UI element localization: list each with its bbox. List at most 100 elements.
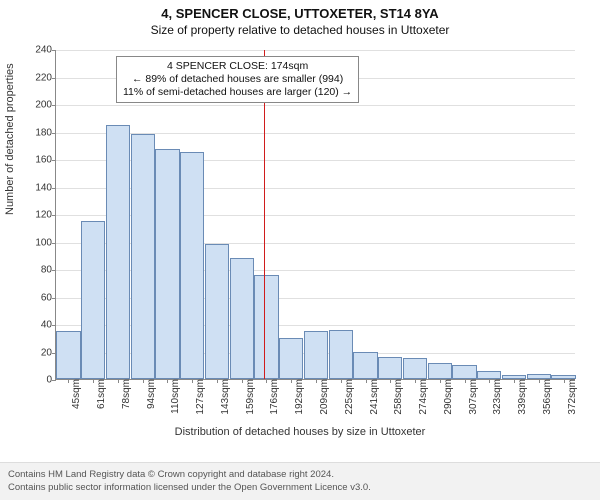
- x-tick: [366, 379, 367, 383]
- gridline: [56, 50, 575, 51]
- annotation-box: 4 SPENCER CLOSE: 174sqm ← 89% of detache…: [116, 56, 359, 103]
- x-tick: [539, 379, 540, 383]
- page-subtitle: Size of property relative to detached ho…: [0, 21, 600, 37]
- histogram-bar: [452, 365, 476, 379]
- histogram-bar: [56, 331, 80, 379]
- y-tick-label: 160: [35, 155, 52, 166]
- x-tick-label: 176sqm: [269, 379, 280, 415]
- y-tick: [52, 160, 56, 161]
- histogram-bar: [378, 357, 402, 379]
- x-tick: [266, 379, 267, 383]
- y-tick-label: 240: [35, 45, 52, 56]
- x-tick-label: 258sqm: [393, 379, 404, 415]
- footer-line-2: Contains public sector information licen…: [8, 482, 592, 494]
- footer-attribution: Contains HM Land Registry data © Crown c…: [0, 462, 600, 500]
- y-tick: [52, 325, 56, 326]
- x-tick-label: 323sqm: [492, 379, 503, 415]
- x-tick-label: 192sqm: [294, 379, 305, 415]
- y-tick: [52, 133, 56, 134]
- chart-container: Number of detached properties 4 SPENCER …: [0, 40, 600, 440]
- page-title: 4, SPENCER CLOSE, UTTOXETER, ST14 8YA: [0, 0, 600, 21]
- x-tick-label: 78sqm: [121, 379, 132, 409]
- x-tick: [440, 379, 441, 383]
- x-tick-label: 274sqm: [418, 379, 429, 415]
- histogram-bar: [155, 149, 179, 379]
- x-tick-label: 372sqm: [567, 379, 578, 415]
- y-tick-label: 180: [35, 127, 52, 138]
- histogram-bar: [106, 125, 130, 379]
- y-tick: [52, 188, 56, 189]
- histogram-bar: [477, 371, 501, 379]
- x-tick: [316, 379, 317, 383]
- histogram-bar: [279, 338, 303, 379]
- x-tick: [143, 379, 144, 383]
- histogram-bar: [180, 152, 204, 379]
- y-tick-label: 80: [41, 265, 52, 276]
- x-tick-label: 110sqm: [170, 379, 181, 414]
- x-tick: [118, 379, 119, 383]
- y-tick-label: 20: [41, 347, 52, 358]
- histogram-bar: [254, 275, 278, 380]
- x-tick: [341, 379, 342, 383]
- y-tick-label: 100: [35, 237, 52, 248]
- histogram-bar: [502, 375, 526, 379]
- x-tick-label: 94sqm: [146, 379, 157, 409]
- histogram-bar: [230, 258, 254, 379]
- x-axis-label: Distribution of detached houses by size …: [0, 426, 600, 438]
- y-tick: [52, 105, 56, 106]
- y-tick: [52, 215, 56, 216]
- histogram-bar: [205, 244, 229, 379]
- x-tick-label: 356sqm: [542, 379, 553, 415]
- histogram-bar: [329, 330, 353, 380]
- y-tick-label: 220: [35, 72, 52, 83]
- histogram-bar: [527, 374, 551, 380]
- annotation-line-1: 4 SPENCER CLOSE: 174sqm: [123, 60, 352, 73]
- x-tick-label: 241sqm: [369, 379, 380, 415]
- y-tick: [52, 78, 56, 79]
- y-tick: [52, 298, 56, 299]
- x-tick: [192, 379, 193, 383]
- x-tick: [242, 379, 243, 383]
- y-axis-label: Number of detached properties: [4, 63, 16, 215]
- plot-area: 4 SPENCER CLOSE: 174sqm ← 89% of detache…: [55, 50, 575, 380]
- x-tick: [167, 379, 168, 383]
- x-tick-label: 127sqm: [195, 379, 206, 415]
- x-tick: [415, 379, 416, 383]
- x-tick: [489, 379, 490, 383]
- y-tick: [52, 270, 56, 271]
- y-tick: [52, 243, 56, 244]
- x-tick: [390, 379, 391, 383]
- histogram-bar: [304, 331, 328, 379]
- histogram-bar: [428, 363, 452, 380]
- y-tick: [52, 380, 56, 381]
- x-tick: [514, 379, 515, 383]
- x-tick: [564, 379, 565, 383]
- x-tick-label: 61sqm: [96, 379, 107, 409]
- x-tick: [68, 379, 69, 383]
- y-tick-label: 200: [35, 100, 52, 111]
- x-tick: [93, 379, 94, 383]
- x-tick-label: 290sqm: [443, 379, 454, 415]
- x-tick: [217, 379, 218, 383]
- y-tick-label: 120: [35, 210, 52, 221]
- y-tick-label: 140: [35, 182, 52, 193]
- histogram-bar: [131, 134, 155, 379]
- x-tick-label: 45sqm: [71, 379, 82, 409]
- y-tick-label: 0: [46, 375, 52, 386]
- annotation-line-2: ← 89% of detached houses are smaller (99…: [123, 73, 352, 86]
- histogram-bar: [81, 221, 105, 379]
- annotation-line-3: 11% of semi-detached houses are larger (…: [123, 86, 352, 99]
- y-tick-label: 60: [41, 292, 52, 303]
- gridline: [56, 105, 575, 106]
- histogram-bar: [403, 358, 427, 379]
- x-tick-label: 339sqm: [517, 379, 528, 415]
- y-tick-label: 40: [41, 320, 52, 331]
- histogram-bar: [551, 375, 575, 379]
- x-tick-label: 307sqm: [468, 379, 479, 415]
- footer-line-1: Contains HM Land Registry data © Crown c…: [8, 469, 592, 481]
- x-tick-label: 225sqm: [344, 379, 355, 415]
- x-tick-label: 143sqm: [220, 379, 231, 415]
- x-tick: [291, 379, 292, 383]
- x-tick-label: 159sqm: [245, 379, 256, 415]
- y-tick: [52, 50, 56, 51]
